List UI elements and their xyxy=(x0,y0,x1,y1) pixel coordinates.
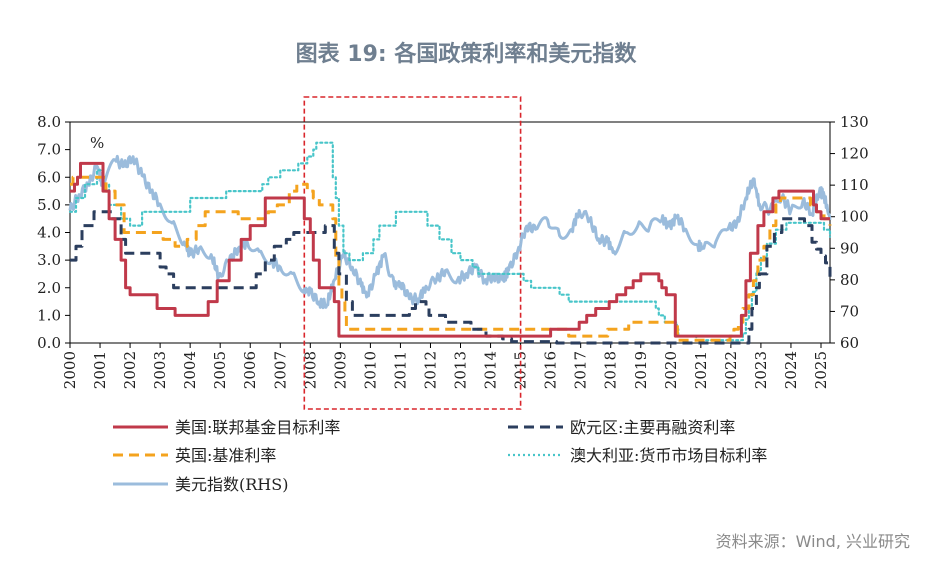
series-line-us xyxy=(70,161,830,338)
x-tick-label: 2005 xyxy=(211,351,229,389)
legend-label-au: 澳大利亚:货币市场目标利率 xyxy=(570,446,767,465)
highlight-box-layer xyxy=(303,96,522,410)
x-tick-label: 2014 xyxy=(482,351,500,389)
x-tick-label: 2010 xyxy=(361,351,379,389)
x-tick-label: 2023 xyxy=(752,351,770,389)
x-tick-label: 2021 xyxy=(692,351,710,389)
plot-frame xyxy=(69,121,831,344)
y-left-tick-label: 4.0 xyxy=(37,224,61,242)
x-tick-label: 2009 xyxy=(331,351,349,389)
x-tick-label: 2006 xyxy=(241,351,259,389)
y-right-tick-label: 100 xyxy=(840,208,869,226)
y-left-tick-label: 5.0 xyxy=(37,196,61,214)
x-tick-label: 2001 xyxy=(91,351,109,389)
y-unit-label: % xyxy=(90,134,104,152)
x-tick-label: 2007 xyxy=(271,351,289,389)
legend-label-us: 美国:联邦基金目标利率 xyxy=(175,418,340,437)
y-left-tick-label: 8.0 xyxy=(37,113,61,131)
chart-title: 图表 19: 各国政策利率和美元指数 xyxy=(295,42,637,67)
legend-label-uk: 英国:基准利率 xyxy=(175,446,276,465)
y-left-tick-label: 3.0 xyxy=(37,251,61,269)
y-right-tick-label: 70 xyxy=(840,302,859,320)
y-left-tick-label: 7.0 xyxy=(37,141,61,159)
y-right-tick-label: 60 xyxy=(840,334,859,352)
x-tick-label: 2018 xyxy=(602,351,620,389)
x-tick-label: 2016 xyxy=(542,351,560,389)
series-line-dxy xyxy=(68,154,832,310)
y-right-tick-label: 80 xyxy=(840,271,859,289)
legend-label-eu: 欧元区:主要再融资利率 xyxy=(570,418,735,437)
y-right-tick-label: 120 xyxy=(840,145,869,163)
series-line-eu xyxy=(70,210,832,345)
x-tick-label: 2013 xyxy=(452,351,470,389)
x-tick-label: 2020 xyxy=(662,351,680,389)
y-right-tick-label: 90 xyxy=(840,239,859,257)
axes-layer: 0.0 1.0 2.0 3.0 4.0 5.0 6.0 7.0 8.0 60 70 80 90 100 11… xyxy=(37,113,869,389)
y-right-tick-label: 130 xyxy=(840,113,869,131)
x-tick-label: 2008 xyxy=(301,351,319,389)
x-tick-label: 2022 xyxy=(722,351,740,389)
series-line-au xyxy=(68,141,832,342)
x-tick-label: 2024 xyxy=(782,351,800,389)
y-left-tick-label: 6.0 xyxy=(37,168,61,186)
x-tick-label: 2003 xyxy=(151,351,169,389)
x-tick-label: 2000 xyxy=(61,351,79,389)
series-layer xyxy=(68,141,832,345)
y-left-tick-label: 1.0 xyxy=(37,306,61,324)
x-tick-label: 2025 xyxy=(812,351,830,389)
y-left-tick-label: 2.0 xyxy=(37,279,61,297)
x-tick-label: 2019 xyxy=(632,351,650,389)
x-tick-label: 2011 xyxy=(391,351,409,389)
x-tick-label: 2012 xyxy=(421,351,439,389)
series-line-uk xyxy=(70,175,832,342)
legend-label-dxy: 美元指数(RHS) xyxy=(175,475,288,494)
source-note: 资料来源：Wind, 兴业研究 xyxy=(715,532,910,551)
x-tick-label: 2002 xyxy=(121,351,139,389)
y-left-tick-label: 0.0 xyxy=(37,334,61,352)
x-tick-label: 2004 xyxy=(181,351,199,389)
y-right-tick-label: 110 xyxy=(840,176,869,194)
x-tick-label: 2017 xyxy=(572,351,590,389)
highlight-box xyxy=(303,96,522,410)
